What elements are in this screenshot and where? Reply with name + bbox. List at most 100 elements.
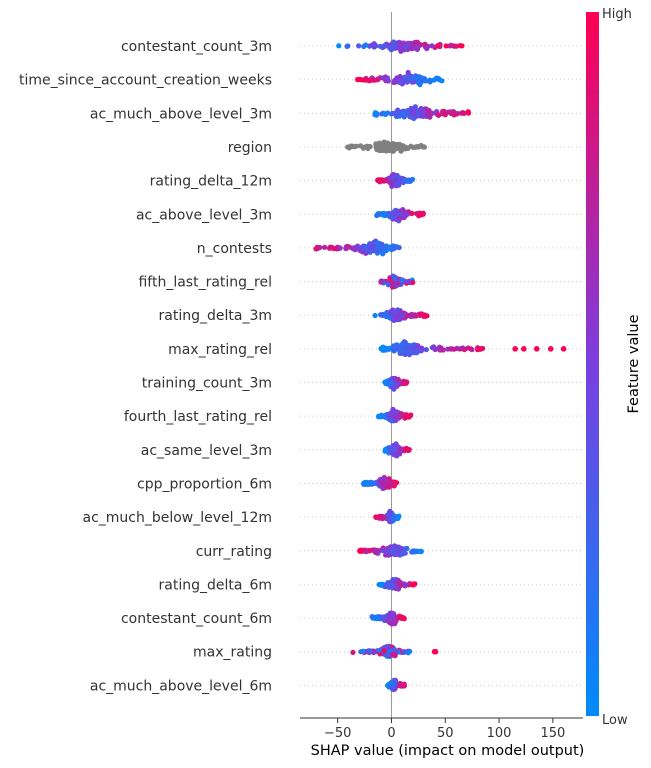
shap-dot (404, 313, 410, 319)
shap-dot (423, 78, 429, 84)
shap-dot (390, 481, 396, 488)
feature-row-time-since-account-creation-weeks (354, 69, 445, 88)
feature-row-rating-delta-3m (372, 307, 430, 324)
shap-dot (361, 480, 367, 486)
shap-dot (392, 345, 398, 351)
x-tick-label: 150 (540, 726, 565, 741)
shap-dot (360, 648, 366, 654)
shap-dot (431, 344, 437, 350)
shap-dot (414, 75, 420, 81)
shap-dot (397, 680, 403, 687)
shap-dot (393, 315, 399, 321)
shap-outlier-dot (432, 648, 439, 655)
shap-dot (389, 610, 395, 616)
shap-dot (367, 547, 373, 554)
colorbar-high-label: High (602, 7, 632, 22)
shap-dot (322, 244, 328, 250)
shap-dot (451, 112, 457, 118)
shap-dot (372, 312, 378, 319)
shap-dot (385, 282, 392, 288)
x-tick-label: 100 (487, 726, 512, 741)
shap-dot (421, 144, 427, 150)
shap-dot (469, 346, 475, 353)
x-tick-label: 0 (387, 726, 395, 741)
shap-dot (413, 312, 419, 319)
feature-row-max-rating-rel (378, 339, 567, 358)
shap-dots (313, 39, 567, 693)
shap-outlier-dot (533, 346, 540, 352)
shap-dot (344, 43, 350, 49)
shap-dot (419, 345, 425, 351)
shap-outlier-dot (560, 346, 567, 352)
feature-label-time-since-account-creation-weeks: time_since_account_creation_weeks (19, 73, 272, 89)
shap-dot (337, 245, 343, 251)
shap-dot (377, 211, 383, 217)
shap-dot (415, 80, 422, 86)
shap-dot (399, 380, 405, 386)
feature-row-contestant-count-3m (336, 39, 465, 54)
shap-dot (391, 446, 397, 453)
x-axis: −50 0 50 100 150 (300, 717, 583, 741)
shap-dot (447, 43, 453, 49)
shap-outlier-dot (521, 346, 527, 352)
feature-row-fourth-last-rating-rel (375, 406, 414, 424)
shap-dot (379, 413, 385, 419)
feature-label-n-contests: n_contests (197, 241, 272, 257)
shap-dot (404, 211, 410, 218)
shap-dot (422, 41, 428, 47)
shap-dot (387, 512, 393, 518)
feature-row-ac-much-below-level-12m (373, 508, 402, 525)
shap-dot (392, 513, 398, 519)
shap-dot (395, 43, 401, 50)
shap-dot (435, 111, 441, 118)
shap-dot (372, 548, 378, 554)
shap-dot (390, 42, 396, 48)
shap-dot (424, 45, 430, 52)
shap-dot (396, 178, 402, 184)
shap-dot (399, 546, 405, 552)
shap-dot (381, 111, 387, 117)
shap-dot (358, 143, 364, 149)
feature-label-ac-same-level-3m: ac_same_level_3m (141, 443, 272, 459)
shap-dot (375, 177, 381, 183)
feature-label-fourth-last-rating-rel: fourth_last_rating_rel (124, 409, 272, 425)
shap-dot (397, 451, 403, 457)
shap-dot (385, 478, 392, 484)
feature-label-rating-delta-3m: rating_delta_3m (159, 308, 272, 324)
shap-dot (395, 376, 401, 382)
shap-dot (388, 111, 395, 117)
shap-dot (392, 276, 398, 282)
shap-dot (388, 380, 395, 386)
shap-dot (403, 413, 409, 419)
feature-row-ac-above-level-3m (374, 207, 426, 224)
shap-outlier-dot (547, 346, 554, 352)
shap-dot (380, 251, 386, 257)
shap-dot (381, 514, 387, 520)
shap-dot (390, 175, 396, 181)
shap-dot (379, 614, 386, 620)
shap-dot (435, 42, 441, 49)
shap-dot (396, 244, 402, 251)
shap-dot (386, 175, 392, 181)
feature-label-contestant-count-6m: contestant_count_6m (121, 611, 272, 627)
shap-dot (336, 43, 342, 49)
shap-dot (378, 312, 384, 318)
shap-dot (397, 446, 403, 452)
shap-dot (388, 582, 395, 589)
shap-dot (362, 42, 369, 48)
x-axis-title: SHAP value (impact on model output) (311, 743, 585, 759)
shap-dot (429, 43, 435, 49)
feature-label-contestant-count-3m: contestant_count_3m (121, 39, 272, 55)
shap-dot (399, 411, 405, 417)
shap-dot (399, 277, 405, 284)
shap-dot (427, 79, 433, 85)
shap-dot (409, 176, 416, 183)
shap-dot (410, 582, 416, 588)
shap-dot (409, 114, 415, 120)
shap-dot (399, 615, 405, 621)
feature-label-fifth-last-rating-rel: fifth_last_rating_rel (138, 275, 272, 291)
feature-row-fifth-last-rating-rel (378, 273, 416, 290)
shap-dot (377, 647, 383, 653)
shap-dot (398, 582, 404, 588)
shap-dot (397, 79, 403, 85)
